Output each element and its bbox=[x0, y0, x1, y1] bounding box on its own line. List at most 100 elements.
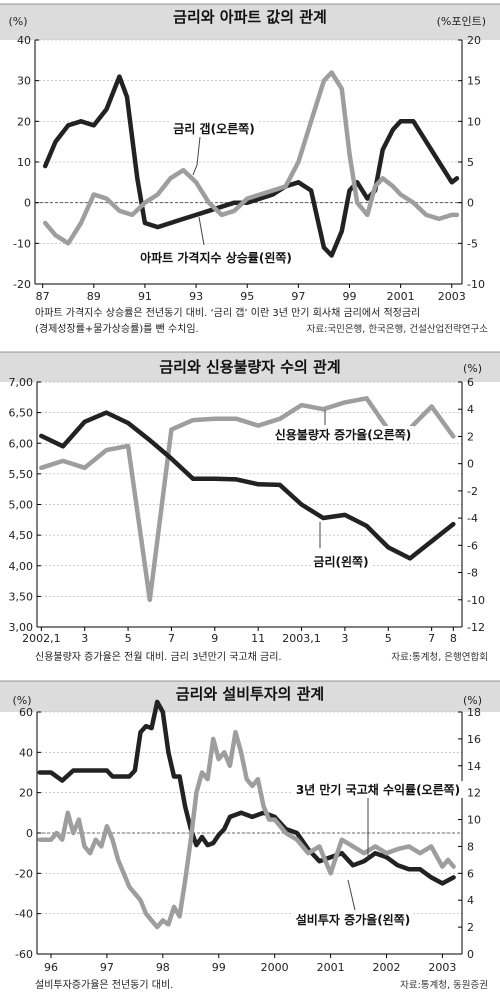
chart3-ytick-right: 0 bbox=[467, 948, 474, 961]
chart3-ytick-left: 20 bbox=[19, 787, 33, 800]
chart1-xtick: 89 bbox=[87, 290, 101, 303]
chart1-series-right bbox=[42, 74, 460, 258]
chart1-ytick-left: 0 bbox=[24, 197, 31, 210]
chart3-xtick: 99 bbox=[212, 961, 226, 974]
chart1-ytick-right: 10 bbox=[467, 115, 481, 128]
chart3-capex-leader bbox=[347, 879, 356, 911]
chart2-source: 자료:통계청, 은행연합회 bbox=[391, 651, 488, 663]
chart3-label-capex: 설비투자 증가율(왼쪽) bbox=[296, 912, 411, 927]
chart3-series-right bbox=[37, 729, 456, 930]
chart2-ytick-left: 3,50 bbox=[9, 590, 34, 603]
chart3-ytick-right: 8 bbox=[467, 840, 474, 853]
chart2-xtick: 9 bbox=[211, 632, 218, 645]
chart2-ytick-right: -12 bbox=[467, 621, 485, 634]
chart2-ytick-right: -8 bbox=[467, 567, 478, 580]
chart1-ytick-left: 40 bbox=[17, 34, 31, 47]
chart3-unit-right: (%) bbox=[463, 694, 482, 707]
chart3-ytick-right: 18 bbox=[467, 706, 481, 719]
chart2-ytick-left: 6,50 bbox=[9, 407, 34, 420]
chart3-ytick-left: -20 bbox=[15, 867, 33, 880]
chart1-unit-right: (%포인트) bbox=[437, 15, 486, 28]
chart1-ytick-left: 10 bbox=[17, 156, 31, 169]
chart1-xtick: 87 bbox=[36, 290, 50, 303]
chart3-ytick-left: -40 bbox=[15, 908, 33, 921]
chart1-ytick-right: 5 bbox=[467, 156, 474, 169]
chart1-unit-left: (%) bbox=[8, 15, 27, 28]
chart2-xtick: 5 bbox=[125, 632, 132, 645]
chart1-ytick-left: -10 bbox=[13, 237, 31, 250]
chart2-title: 금리와 신용불량자 수의 관계 bbox=[159, 358, 340, 376]
chart3-ytick-left: 60 bbox=[19, 706, 33, 719]
chart3-label-capex-bg bbox=[292, 911, 414, 928]
chart1-ytick-right: 20 bbox=[467, 34, 481, 47]
chart1-xtick: 91 bbox=[138, 290, 152, 303]
chart3-unit-left: (%) bbox=[12, 694, 31, 707]
chart2-ytick-left: 7,00 bbox=[9, 376, 34, 389]
chart2-ytick-left: 6,00 bbox=[9, 437, 34, 450]
chart1-ytick-right: 15 bbox=[467, 75, 481, 88]
chart1-label-rate-gap: 금리 갭(오른쪽) bbox=[173, 121, 254, 136]
chart2-xtick: 5 bbox=[385, 632, 392, 645]
chart2-ytick-left: 5,50 bbox=[9, 468, 34, 481]
chart3-source: 자료:통계청, 동원증권 bbox=[400, 979, 488, 991]
chart2-xtick: 7 bbox=[168, 632, 175, 645]
chart3-xtick: 2001 bbox=[317, 961, 345, 974]
chart2-label-delinquency: 신용불량자 증가율(오른쪽) bbox=[275, 427, 412, 442]
chart1-label-apt-index-bg bbox=[137, 249, 295, 266]
chart1-ytick-right: -5 bbox=[467, 237, 478, 250]
chart3-ytick-left: 0 bbox=[26, 827, 33, 840]
chart2-ytick-left: 3,00 bbox=[9, 621, 34, 634]
chart3-xtick: 98 bbox=[156, 961, 170, 974]
chart3-xtick: 96 bbox=[44, 961, 58, 974]
chart2-ytick-left: 5,00 bbox=[9, 499, 34, 512]
chart1-ytick-left: 30 bbox=[17, 75, 31, 88]
chart1-ytick-right: -10 bbox=[467, 278, 485, 291]
chart1-xtick: 99 bbox=[342, 290, 356, 303]
chart2-xtick: 8 bbox=[450, 632, 457, 645]
chart3-series-left bbox=[37, 699, 456, 886]
chart1-ytick-left: 20 bbox=[17, 115, 31, 128]
chart1-title-band bbox=[0, 4, 500, 40]
chart1-series-left bbox=[42, 70, 460, 246]
chart2-ytick-right: 4 bbox=[467, 403, 474, 416]
chart2-series-right bbox=[39, 396, 456, 603]
chart2-ytick-right: -6 bbox=[467, 539, 478, 552]
chart2-xtick: 3 bbox=[341, 632, 348, 645]
chart1-source: 자료:국민은행, 한국은행, 건설산업전략연구소 bbox=[307, 323, 489, 335]
chart2-label-rate-bg bbox=[310, 553, 372, 570]
chart1-xtick: 2001 bbox=[387, 290, 415, 303]
chart3-note: 설비투자증가율은 전년동기 대비. bbox=[35, 979, 173, 991]
chart1-rate-gap-leader bbox=[192, 136, 201, 176]
chart1-apt-leader bbox=[198, 216, 205, 246]
chart2-unit-right: (%) bbox=[463, 362, 482, 375]
chart1-label-apt-index: 아파트 가격지수 상승률(왼쪽) bbox=[140, 250, 292, 265]
chart3-title-band bbox=[0, 681, 500, 712]
chart2-note: 신용불량자 증가율은 전월 대비. 금리 3년만기 국고채 금리. bbox=[35, 651, 282, 663]
chart3-ytick-right: 14 bbox=[467, 760, 481, 773]
chart2-xtick: 11 bbox=[251, 632, 265, 645]
chart1-xtick: 93 bbox=[189, 290, 203, 303]
chart1-ytick-left: -20 bbox=[13, 278, 31, 291]
chart2-xtick: 2003,1 bbox=[282, 632, 321, 645]
chart3-label-bond-yield-bg bbox=[292, 781, 464, 798]
chart3-xtick: 2000 bbox=[261, 961, 289, 974]
chart3-xtick: 2002 bbox=[373, 961, 401, 974]
chart3-ytick-right: 2 bbox=[467, 921, 474, 934]
chart3-xtick: 97 bbox=[100, 961, 114, 974]
chart1-title: 금리와 아파트 값의 관계 bbox=[173, 8, 327, 26]
chart2-ytick-left: 4,50 bbox=[9, 529, 34, 542]
chart1-note-line1: 아파트 가격지수 상승률은 전년동기 대비. ‘금리 갭’ 이란 3년 만기 회… bbox=[35, 306, 420, 319]
chart2-xtick: 2002,1 bbox=[22, 632, 61, 645]
chart2-ytick-right: -2 bbox=[467, 485, 478, 498]
chart2-ytick-right: 6 bbox=[467, 376, 474, 389]
chart1-note-line2: (경제성장률+물가상승률)를 뺀 수치임. bbox=[35, 322, 199, 335]
chart2-ytick-right: -10 bbox=[467, 594, 485, 607]
chart2-title-band bbox=[0, 352, 500, 382]
chart2-xtick: 3 bbox=[81, 632, 88, 645]
chart1-xtick: 2003 bbox=[438, 290, 466, 303]
chart2-label-rate: 금리(왼쪽) bbox=[313, 554, 368, 569]
chart3-ytick-right: 10 bbox=[467, 814, 481, 827]
chart3-ytick-left: -60 bbox=[15, 948, 33, 961]
chart2-label-delinquency-bg bbox=[271, 426, 415, 443]
